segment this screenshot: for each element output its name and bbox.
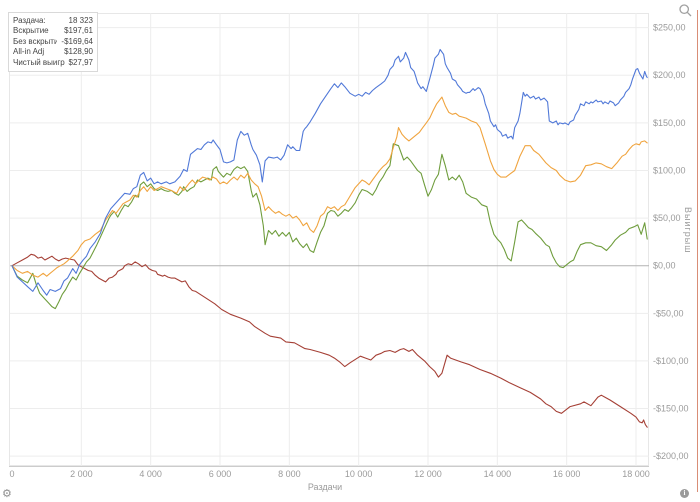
x-tick-label: 4 000 [139,469,162,479]
legend-label: Раздача: [13,16,46,25]
legend-row: Чистый выигрыш$27,97 [13,58,93,68]
y-tick-label: $50,00 [653,213,681,223]
legend-value: -$169,64 [61,36,93,46]
y-tick-label: -$50,00 [653,308,684,318]
legend-row: Без вскрытия-$169,64 [13,37,93,47]
x-axis-title: Раздачи [307,482,343,492]
magnifier-icon[interactable] [678,3,693,18]
x-tick-label: 12 000 [414,469,442,479]
y-tick-label: -$150,00 [653,404,689,414]
legend-value: $128,90 [64,47,93,57]
y-tick-label: $100,00 [653,165,686,175]
legend-label: Чистый выигрыш [13,57,65,67]
x-tick-label: 18 000 [622,469,650,479]
right-divider-line [697,10,698,492]
x-tick-label: 14 000 [484,469,512,479]
legend-label: All-in Adj [13,47,45,57]
legend-value: 18 323 [68,16,93,25]
x-tick-label: 2 000 [70,469,93,479]
x-tick-label: 6 000 [209,469,232,479]
series-line-Чистый выигрыш [11,143,648,310]
gear-icon[interactable]: ⚙ [2,488,12,500]
series-line-Без вскрытия [11,253,648,428]
legend-row: All-in Adj $128,90 [13,47,93,57]
plot-area [9,13,649,466]
y-tick-label: -$100,00 [653,356,689,366]
legend-row: Раздача: 18 323 [13,16,93,26]
y-tick-label: $250,00 [653,23,686,33]
x-tick-label: 16 000 [553,469,581,479]
legend-row: Вскрытие $197,61 [13,26,93,36]
series-line-Вскрытие [11,48,648,296]
info-icon[interactable]: i [680,489,689,498]
y-tick-label: $150,00 [653,118,686,128]
y-tick-label: -$200,00 [653,451,689,461]
legend-value: $27,97 [68,57,93,67]
x-tick-label: 10 000 [345,469,373,479]
legend-value: $197,61 [64,26,93,36]
legend-label: Без вскрытия [13,36,58,46]
series-line-All-in Adj [11,96,648,278]
y-axis-title: Выигрыш [683,207,693,254]
legend-label: Вскрытие [13,26,49,36]
x-tick-label: 0 [9,469,14,479]
stats-legend: Раздача: 18 323 Вскрытие $197,61 Без вскрыти… [8,12,98,73]
y-tick-label: $0,00 [653,261,676,271]
x-tick-label: 8 000 [278,469,301,479]
y-tick-label: $200,00 [653,70,686,80]
